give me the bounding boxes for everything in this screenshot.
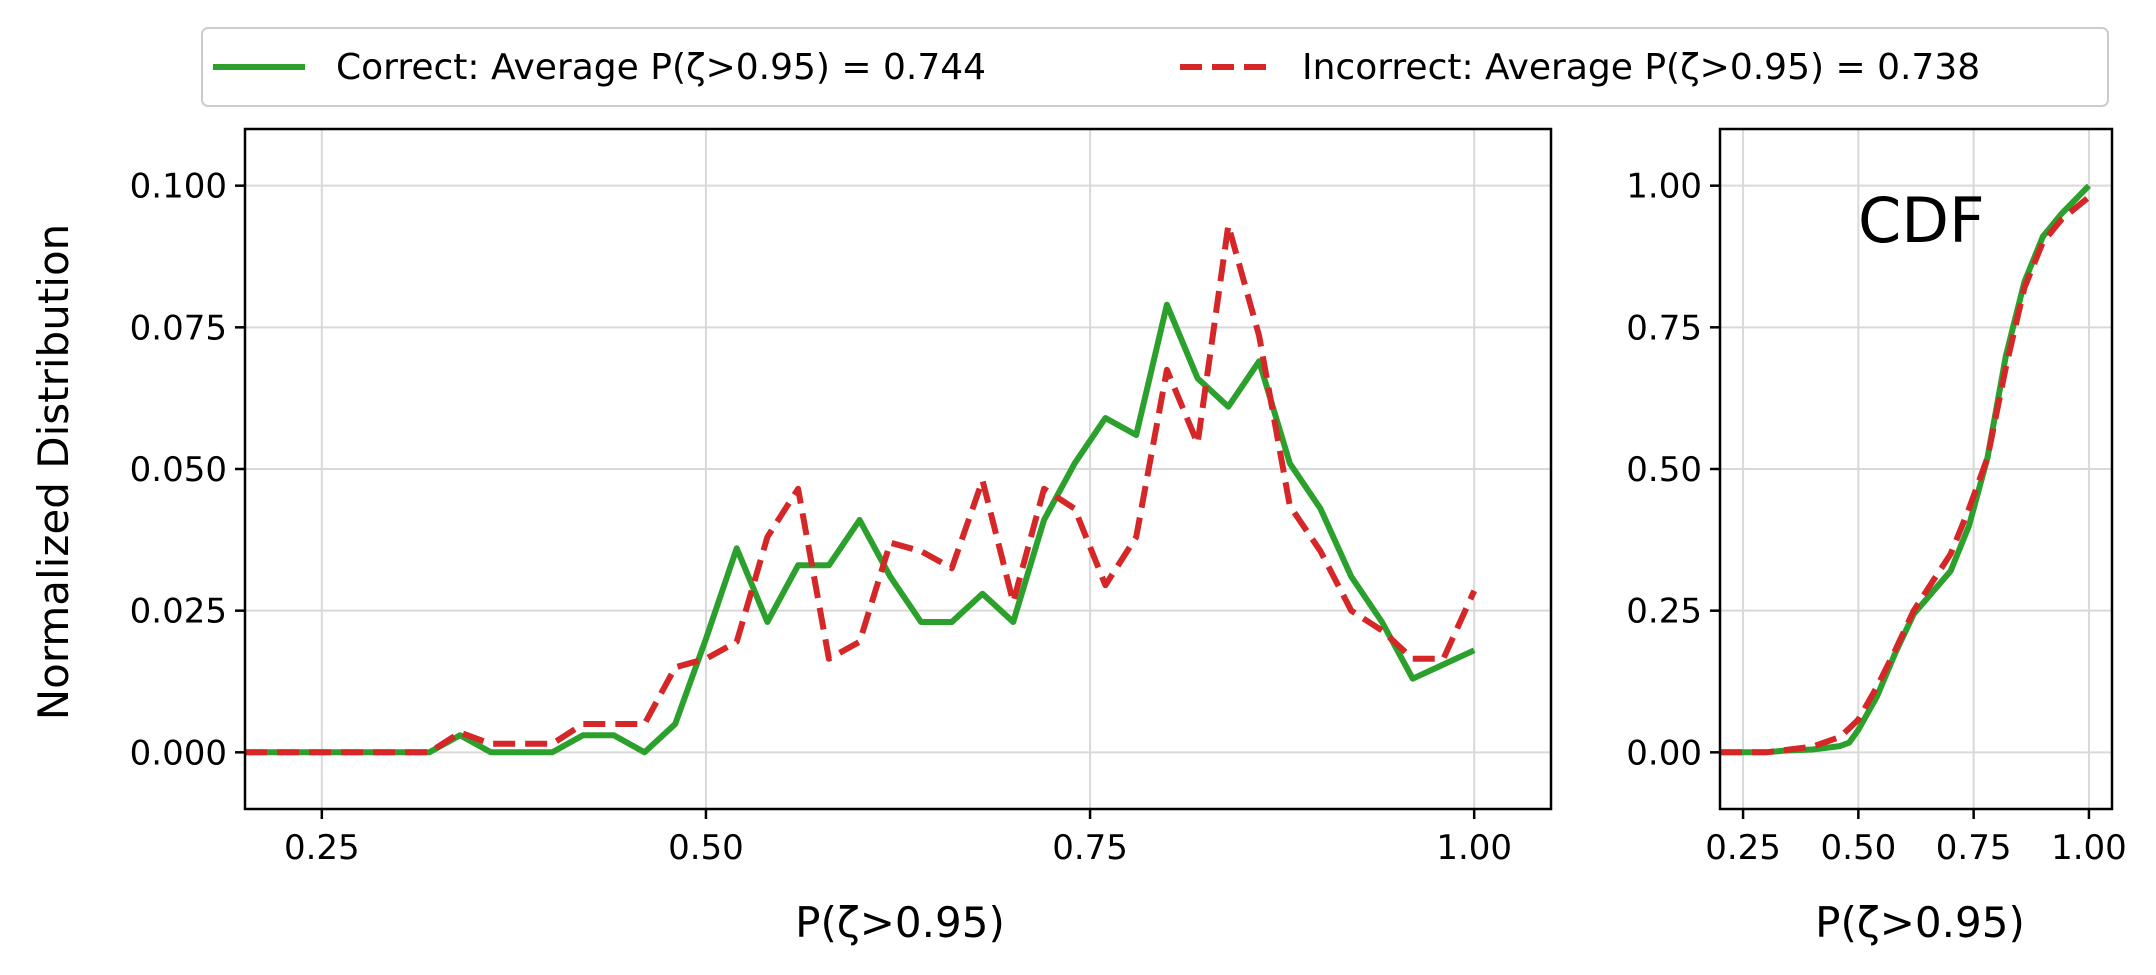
cdf-series-incorrect-line	[1720, 194, 2091, 756]
legend: Correct: Average P(ζ>0.95) = 0.744 Incor…	[201, 27, 2109, 107]
cdf-x-tick-label: 1.00	[2051, 828, 2127, 868]
dist-x-tick-label: 1.00	[1436, 828, 1512, 868]
cdf-x-tick-label: 0.50	[1821, 828, 1897, 868]
dist-y-tick-label: 0.025	[130, 592, 227, 632]
dist-series-incorrect-line	[245, 222, 1477, 756]
distribution-panel: 0.25 0.50 0.75 1.00 0.000 0.025 0.050 0.075 0.10…	[130, 127, 1553, 868]
cdf-y-tick-label: 0.25	[1626, 592, 1702, 632]
dist-y-tick-label: 0.000	[130, 733, 227, 773]
dist-x-tick-label: 0.25	[284, 828, 360, 868]
cdf-y-tick-label: 0.75	[1626, 308, 1702, 348]
x-axis-label-distribution: P(ζ>0.95)	[795, 898, 1005, 947]
cdf-panel: 0.25 0.50 0.75 1.00 0.00 0.25 0.50 0.75 1.00	[1626, 127, 2127, 868]
legend-label-incorrect: Incorrect: Average P(ζ>0.95) = 0.738	[1302, 47, 1980, 88]
cdf-x-tick-label: 0.25	[1705, 828, 1781, 868]
dist-y-tick-label: 0.075	[130, 308, 227, 348]
legend-label-correct: Correct: Average P(ζ>0.95) = 0.744	[336, 47, 986, 88]
cdf-x-tick-label: 0.75	[1936, 828, 2012, 868]
dist-x-tick-label: 0.75	[1052, 828, 1128, 868]
dist-y-tick-label: 0.050	[130, 450, 227, 490]
cdf-y-tick-label: 0.00	[1626, 733, 1702, 773]
legend-frame	[201, 27, 2109, 107]
cdf-y-tick-label: 0.50	[1626, 450, 1702, 490]
dist-y-tick-label: 0.100	[130, 167, 227, 207]
x-axis-label-cdf: P(ζ>0.95)	[1815, 898, 2025, 947]
dist-x-tick-label: 0.50	[668, 828, 744, 868]
cdf-y-tick-label: 1.00	[1626, 167, 1702, 207]
cdf-annotation: CDF	[1858, 184, 1985, 257]
y-axis-label: Normalized Distribution	[29, 224, 78, 721]
